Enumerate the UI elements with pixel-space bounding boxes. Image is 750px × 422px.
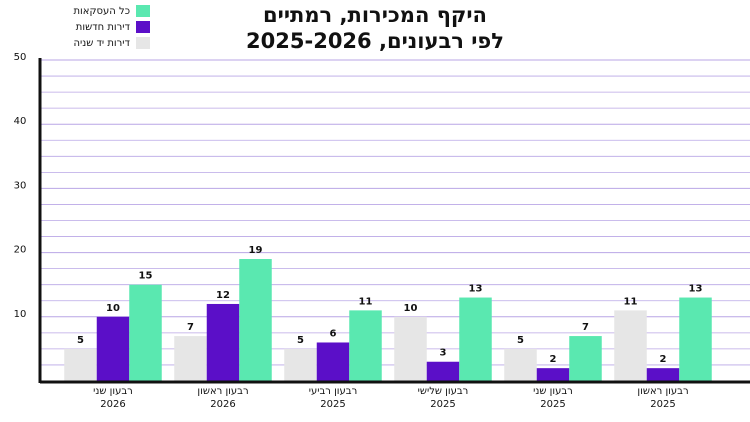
bar	[316, 342, 350, 381]
x-tick-label: רבעון שני	[533, 386, 573, 397]
x-tick-label: רבעון ראשון	[197, 386, 248, 397]
bar	[569, 336, 602, 381]
bar	[349, 310, 382, 381]
bar	[646, 368, 680, 381]
legend-label: דירות יד שניה	[73, 38, 130, 49]
bar	[504, 348, 537, 381]
value-label: 13	[469, 284, 483, 295]
value-label: 15	[139, 271, 153, 282]
value-label: 13	[689, 284, 703, 295]
bar	[459, 297, 492, 381]
x-tick-label-year: 2025	[650, 399, 675, 410]
x-tick-label: רבעון ראשון	[637, 386, 688, 397]
y-tick-label: 40	[14, 116, 27, 127]
value-label: 11	[624, 296, 638, 307]
value-label: 5	[517, 335, 524, 346]
legend-label: כל העסקאות	[73, 6, 130, 17]
value-label: 19	[249, 245, 263, 256]
y-tick-label: 10	[14, 309, 27, 320]
bar	[129, 284, 162, 381]
bar	[96, 316, 130, 381]
y-tick-label: 20	[14, 245, 27, 256]
value-label: 7	[187, 322, 194, 333]
chart-subtitle: לפי רבעונים, 2025-2026	[246, 29, 504, 53]
bar	[679, 297, 712, 381]
legend-swatch	[136, 37, 150, 49]
value-label: 7	[582, 322, 589, 333]
bar	[536, 368, 570, 381]
y-tick-label: 30	[14, 180, 27, 191]
legend-swatch	[136, 5, 150, 17]
value-label: 10	[106, 303, 120, 314]
x-tick-label-year: 2026	[210, 399, 235, 410]
bar	[394, 316, 427, 381]
value-label: 11	[359, 296, 373, 307]
bar	[206, 303, 240, 381]
bar	[426, 361, 460, 381]
value-label: 2	[660, 354, 667, 365]
legend-swatch	[136, 21, 150, 33]
value-label: 3	[440, 348, 447, 359]
x-tick-label: רבעון שלישי	[418, 386, 469, 397]
bar	[64, 348, 97, 381]
bar	[174, 336, 207, 381]
x-tick-label-year: 2025	[320, 399, 345, 410]
y-tick-label: 50	[14, 52, 27, 63]
x-tick-label-year: 2025	[540, 399, 565, 410]
value-label: 5	[77, 335, 84, 346]
legend-label: דירות חדשות	[76, 22, 131, 33]
value-label: 6	[330, 328, 337, 339]
x-tick-label-year: 2026	[100, 399, 125, 410]
value-label: 2	[550, 354, 557, 365]
x-tick-label-year: 2025	[430, 399, 455, 410]
x-tick-label: רבעון שני	[93, 386, 133, 397]
bar	[284, 348, 317, 381]
bar	[239, 259, 272, 381]
chart-title: היקף המכירות, רמתיים	[263, 3, 487, 27]
x-tick-label: רבעון רביעי	[309, 386, 357, 397]
value-label: 5	[297, 335, 304, 346]
bar	[614, 310, 647, 381]
value-label: 12	[216, 290, 230, 301]
value-label: 10	[404, 303, 418, 314]
